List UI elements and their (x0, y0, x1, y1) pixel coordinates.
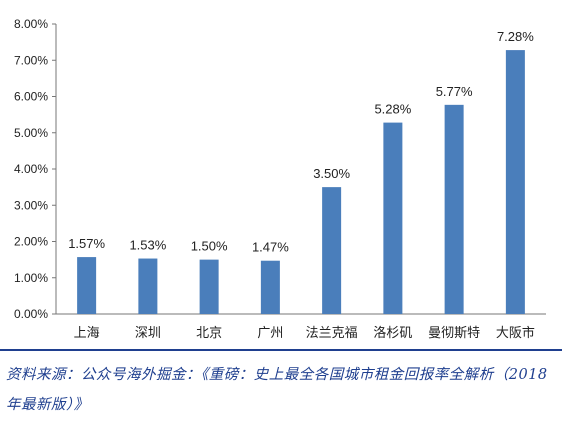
x-tick-label-5: 洛杉矶 (373, 326, 412, 341)
bar-chart: 0.00% 1.00% 2.00% 3.00% 4.00% 5.00% 6.00% 7.00%… (14, 17, 546, 341)
data-label-7: 7.28% (497, 29, 534, 44)
bar-0 (77, 257, 97, 314)
data-label-1: 1.53% (129, 238, 166, 253)
data-label-6: 5.77% (436, 84, 473, 99)
source-note: 资料来源：公众号海外掘金：《重磅：史上最全各国城市租金回报率全解析（2018 年… (6, 367, 548, 413)
y-tick-label: 2.00% (14, 235, 48, 249)
x-axis-ticks: 上海 深圳 北京 广州 法兰克福 洛杉矶 曼彻斯特 大阪市 (74, 325, 535, 341)
bar-6 (444, 104, 464, 315)
x-tick-label-7: 大阪市 (496, 325, 535, 341)
bar-1 (138, 258, 158, 314)
y-tick-label: 3.00% (14, 198, 48, 212)
y-tick-label: 6.00% (14, 90, 48, 104)
data-label-5: 5.28% (374, 102, 411, 117)
y-tick-label: 4.00% (14, 162, 48, 176)
x-tick-label-6: 曼彻斯特 (428, 326, 480, 341)
y-tick-label: 7.00% (14, 53, 48, 67)
x-tick-label-0: 上海 (74, 326, 100, 341)
bar-5 (383, 122, 403, 314)
bar-4 (322, 187, 342, 314)
bar-2 (199, 259, 219, 314)
y-tick-label: 5.00% (14, 126, 48, 140)
y-axis-ticks: 0.00% 1.00% 2.00% 3.00% 4.00% 5.00% 6.00% 7.00%… (14, 17, 56, 321)
x-tick-label-4: 法兰克福 (306, 326, 358, 341)
y-tick-label: 8.00% (14, 17, 48, 31)
data-label-3: 1.47% (252, 240, 289, 255)
x-tick-label-1: 深圳 (135, 326, 161, 341)
data-label-0: 1.57% (68, 236, 105, 251)
data-label-4: 3.50% (313, 166, 350, 181)
source-divider (0, 349, 562, 351)
bar-7 (505, 50, 525, 314)
x-tick-label-3: 广州 (257, 326, 283, 341)
x-tick-label-2: 北京 (196, 326, 222, 341)
bars-group: 1.57% 1.53% 1.50% 1.47% 3.50% 5.28% 5.77% 7.28% (68, 29, 534, 315)
data-label-2: 1.50% (191, 239, 228, 254)
bar-3 (260, 260, 280, 314)
y-tick-label: 0.00% (14, 307, 48, 321)
y-tick-label: 1.00% (14, 271, 48, 285)
